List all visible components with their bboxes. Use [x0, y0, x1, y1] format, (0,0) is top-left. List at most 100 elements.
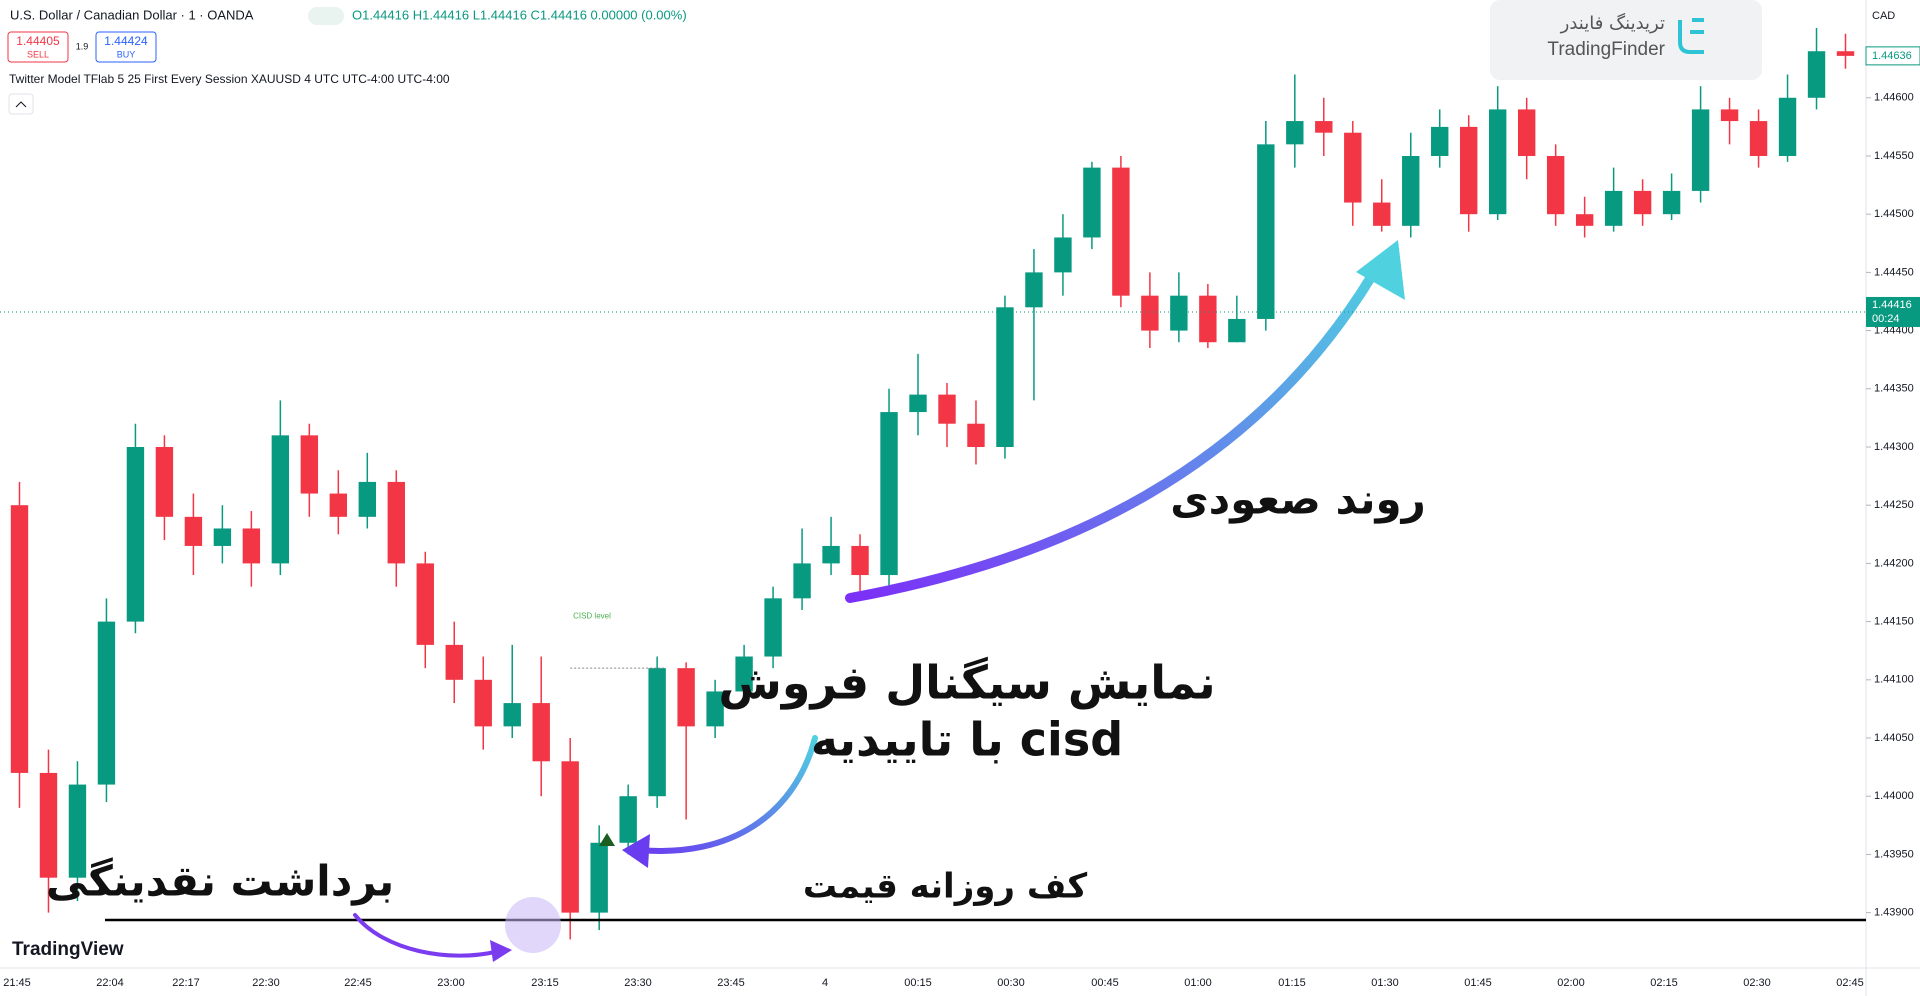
signal-arrowhead — [622, 834, 650, 868]
x-tick-label: 23:45 — [717, 977, 745, 989]
y-tick-label: 1.44550 — [1874, 150, 1914, 162]
x-tick-label: 02:15 — [1650, 977, 1678, 989]
y-tick-label: 1.44350 — [1874, 383, 1914, 395]
x-tick-label: 02:30 — [1743, 977, 1771, 989]
candle-body — [474, 679, 492, 727]
candle-body — [97, 621, 116, 785]
candle-body — [909, 394, 927, 413]
candle-body — [1546, 155, 1565, 215]
y-tick-label: 1.44450 — [1874, 266, 1914, 278]
candle-body — [793, 563, 811, 599]
candle-body — [1720, 109, 1739, 122]
x-tick-label: 23:15 — [531, 977, 559, 989]
x-tick-label: 21:45 — [3, 977, 31, 989]
sell-button[interactable] — [7, 31, 69, 63]
candle-body — [10, 505, 29, 773]
candle-body — [561, 761, 579, 913]
y-tick-label: 1.44200 — [1874, 557, 1914, 569]
x-tick-label: 00:45 — [1091, 977, 1119, 989]
last-price-box — [1866, 296, 1920, 327]
buy-price[interactable]: 1.44424 — [104, 34, 148, 48]
liquidity-arrow — [353, 913, 497, 958]
candle-body — [967, 423, 985, 447]
candle-body — [1749, 121, 1768, 156]
sell-signal-triangle — [599, 833, 615, 846]
candle-body — [764, 598, 782, 657]
candle-body — [213, 528, 232, 546]
candle-body — [329, 493, 348, 517]
buy-button[interactable] — [95, 31, 157, 63]
x-tick-label: 23:30 — [624, 977, 652, 989]
liquidity-arrowhead — [490, 940, 512, 962]
candle-body — [1141, 295, 1159, 331]
candle-body — [445, 644, 463, 680]
y-tick-label: 1.44600 — [1874, 92, 1914, 104]
y-tick-label: 1.43950 — [1874, 848, 1914, 860]
uptrend-arrowhead — [1356, 240, 1405, 300]
x-tick-label: 23:00 — [437, 977, 465, 989]
y-tick-label: 1.44000 — [1874, 790, 1914, 802]
candle-body — [1633, 190, 1652, 215]
candle-body — [1575, 214, 1594, 226]
watermark: TradingView — [12, 939, 124, 960]
x-tick-label: 02:00 — [1557, 977, 1585, 989]
plot — [10, 27, 1855, 940]
candle-body — [1257, 144, 1275, 319]
logo-fa: تریدینگ فایندر — [1560, 12, 1665, 34]
y-tick-label: 1.43900 — [1874, 907, 1914, 919]
candle-body — [155, 446, 174, 517]
candle-body — [1807, 51, 1826, 98]
sell-price[interactable]: 1.44405 — [16, 34, 60, 48]
daily-low-label: کف روزانه قیمت — [803, 867, 1087, 907]
candle-body — [1315, 121, 1333, 133]
candle-body — [1691, 109, 1710, 191]
x-tick-label: 01:45 — [1464, 977, 1492, 989]
y-tick-label: 1.44100 — [1874, 674, 1914, 686]
candle-body — [126, 446, 145, 622]
candle-body — [1054, 237, 1072, 273]
spread: 1.9 — [76, 41, 89, 51]
candle-body — [1604, 190, 1623, 226]
candle-body — [1373, 202, 1391, 226]
candle-body — [184, 516, 203, 546]
y-tick-label: 1.44500 — [1874, 208, 1914, 220]
candle-body — [532, 703, 550, 762]
y-tick-label: 1.44150 — [1874, 616, 1914, 628]
candle-body — [851, 545, 869, 576]
candle-body — [1228, 318, 1246, 343]
uptrend-arrow — [845, 257, 1385, 603]
cisd-label: CISD level — [573, 611, 611, 620]
x-tick-label: 01:30 — [1371, 977, 1399, 989]
candle-body — [39, 772, 58, 878]
uptrend-label: روند صعودی — [1170, 475, 1426, 525]
y-tick-label: 1.44300 — [1874, 441, 1914, 453]
buy-label[interactable]: BUY — [117, 49, 136, 59]
signal-label-2: با تاییدیه cisd — [811, 713, 1123, 767]
x-tick-label: 22:04 — [96, 977, 124, 989]
candle-body — [648, 668, 666, 797]
candle-body — [677, 668, 695, 727]
candle-body — [880, 412, 898, 576]
y-tick-label: 1.44050 — [1874, 732, 1914, 744]
candle-body — [619, 796, 637, 843]
candle-body — [1344, 132, 1362, 203]
candle-body — [68, 784, 87, 878]
candle-body — [1170, 295, 1188, 331]
candle-body — [242, 528, 261, 564]
candle-body — [938, 394, 956, 424]
candle-body — [1286, 121, 1304, 145]
candle-body — [1662, 190, 1681, 215]
liquidity-highlight — [505, 897, 561, 953]
sell-label[interactable]: SELL — [27, 49, 49, 59]
x-tick-label: 22:30 — [252, 977, 280, 989]
high-marker-box — [1865, 46, 1920, 66]
collapse-button[interactable] — [8, 93, 34, 115]
candle-body — [1431, 126, 1449, 156]
x-tick-label: 22:45 — [344, 977, 372, 989]
candle-body — [590, 842, 608, 913]
candle-body — [1517, 109, 1536, 156]
collapse-icon[interactable] — [15, 101, 27, 108]
candle-body — [996, 307, 1014, 447]
